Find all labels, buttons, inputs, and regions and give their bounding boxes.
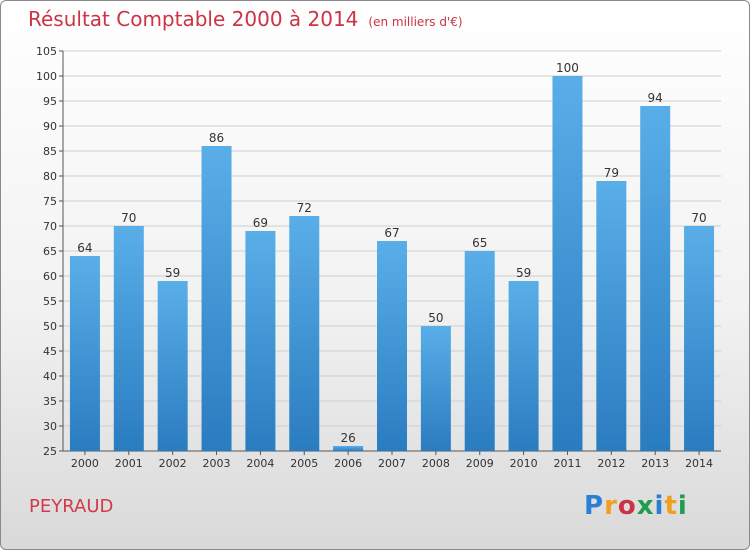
- bar: [552, 76, 583, 451]
- bar-value-label: 59: [516, 266, 531, 280]
- y-tick-label: 45: [43, 345, 57, 358]
- chart-title: Résultat Comptable 2000 à 2014 (en millie…: [28, 7, 463, 31]
- x-tick-label: 2014: [685, 457, 713, 470]
- bar: [420, 326, 451, 451]
- y-tick-labels: 25 30 35 40 45 50 55 60 65 70 75 80 85 90 95 100 105: [36, 45, 57, 458]
- x-tick-label: 2011: [553, 457, 581, 470]
- logo-letter: o: [617, 491, 637, 521]
- x-tick-label: 2013: [641, 457, 669, 470]
- x-tick-label: 2000: [71, 457, 99, 470]
- x-tick-label: 2009: [466, 457, 494, 470]
- logo-letter: t: [664, 491, 678, 521]
- logo-letter: x: [636, 491, 655, 521]
- y-tick-label: 105: [36, 45, 57, 58]
- proxiti-logo[interactable]: Proxiti: [584, 491, 688, 521]
- bar: [201, 146, 232, 451]
- x-tick-label: 2006: [334, 457, 362, 470]
- bar-value-label: 79: [604, 166, 619, 180]
- x-tick-labels: 2000 2001 2002 2003 2004 2005 2006 2007 2008 2009…: [71, 457, 713, 470]
- y-tick-label: 65: [43, 245, 57, 258]
- bar-value-label: 70: [691, 211, 706, 225]
- bar: [113, 226, 144, 451]
- bar-value-label: 67: [384, 226, 399, 240]
- bar-value-label: 26: [340, 431, 355, 445]
- bar-value-label: 94: [648, 91, 663, 105]
- x-tick-label: 2001: [115, 457, 143, 470]
- bar: [289, 216, 320, 451]
- bar: [596, 181, 627, 451]
- bar: [245, 231, 276, 451]
- y-tick-label: 90: [43, 120, 57, 133]
- bar-value-label: 65: [472, 236, 487, 250]
- bar-value-label: 70: [121, 211, 136, 225]
- bar: [640, 106, 671, 451]
- x-tick-label: 2012: [597, 457, 625, 470]
- bar: [464, 251, 495, 451]
- title-text: Résultat Comptable 2000 à 2014: [28, 7, 359, 31]
- y-tick-label: 80: [43, 170, 57, 183]
- logo-letter: i: [677, 491, 688, 521]
- bar-value-label: 50: [428, 311, 443, 325]
- y-tick-label: 70: [43, 220, 57, 233]
- chart-subtitle: (en milliers d'€): [368, 15, 463, 29]
- bar: [377, 241, 407, 451]
- bar: [684, 226, 715, 451]
- y-tick-label: 30: [43, 420, 57, 433]
- y-tick-label: 75: [43, 195, 57, 208]
- bars: [69, 76, 715, 451]
- x-tick-label: 2008: [422, 457, 450, 470]
- bar-value-label: 59: [165, 266, 180, 280]
- bar: [508, 281, 539, 451]
- bar: [333, 446, 364, 451]
- x-tick-label: 2005: [290, 457, 318, 470]
- bar-value-label: 100: [556, 61, 579, 75]
- bar: [69, 256, 100, 451]
- bar-value-label: 86: [209, 131, 224, 145]
- x-tick-label: 2010: [510, 457, 538, 470]
- bar-value-label: 72: [297, 201, 312, 215]
- y-tick-label: 100: [36, 70, 57, 83]
- y-tick-label: 50: [43, 320, 57, 333]
- x-tick-label: 2003: [203, 457, 231, 470]
- logo-letter: P: [584, 491, 605, 521]
- x-tick-label: 2004: [246, 457, 274, 470]
- bar: [157, 281, 188, 451]
- logo-letter: r: [604, 491, 618, 521]
- y-tick-label: 35: [43, 395, 57, 408]
- y-tick-label: 25: [43, 445, 57, 458]
- y-tick-label: 85: [43, 145, 57, 158]
- y-tick-label: 40: [43, 370, 57, 383]
- value-labels: 64 70 59 86 69 72 26 67 50 65 59 100 79 94 70: [77, 61, 706, 445]
- logo-letter: i: [654, 491, 665, 521]
- y-tick-label: 95: [43, 95, 57, 108]
- x-tick-label: 2002: [159, 457, 187, 470]
- x-tick-label: 2007: [378, 457, 406, 470]
- y-tick-label: 55: [43, 295, 57, 308]
- commune-name: PEYRAUD: [29, 496, 114, 517]
- y-tick-label: 60: [43, 270, 57, 283]
- bar-value-label: 64: [77, 241, 92, 255]
- bar-value-label: 69: [253, 216, 268, 230]
